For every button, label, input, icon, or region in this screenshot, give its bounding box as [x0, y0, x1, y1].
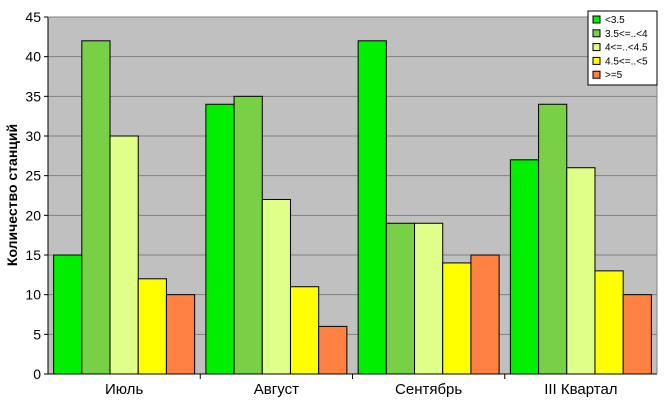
y-tick-label: 10 — [25, 287, 41, 303]
bar — [53, 254, 83, 375]
y-tick-label: 0 — [33, 366, 41, 382]
bar — [261, 198, 291, 375]
x-tick-label: Сентябрь — [395, 381, 462, 398]
axes: 0 5 10 15 20 25 30 35 40 45 Июль Август Сентябрь III … — [25, 9, 658, 398]
bar — [442, 262, 472, 375]
legend-swatch — [592, 29, 601, 38]
legend-swatch — [592, 43, 601, 52]
bars — [53, 40, 652, 375]
bar — [385, 222, 416, 375]
bar — [566, 167, 596, 375]
y-tick-label: 20 — [25, 207, 41, 223]
bar — [509, 159, 540, 375]
x-tick-label: Июль — [105, 381, 143, 398]
x-tick-label: III Квартал — [544, 381, 617, 398]
y-tick-label: 25 — [25, 168, 41, 184]
legend-swatch — [592, 15, 601, 24]
bar — [205, 103, 235, 375]
bar — [538, 103, 568, 375]
bar — [289, 286, 320, 375]
y-axis-title-group: Количество станций — [4, 124, 20, 266]
legend-label: <3.5 — [605, 15, 625, 26]
bar — [357, 40, 387, 375]
bar — [622, 294, 652, 375]
y-tick-label: 5 — [33, 326, 41, 342]
legend: <3.5 3.5<=..<4 4<=..<4.5 4.5<=..<5 >=5 — [587, 10, 658, 86]
bar — [233, 95, 263, 375]
y-tick-label: 40 — [25, 49, 41, 65]
y-tick-label: 30 — [25, 128, 41, 144]
bar — [137, 278, 167, 375]
y-tick-label: 15 — [25, 247, 41, 263]
bar — [81, 40, 111, 375]
legend-label: >=5 — [605, 70, 623, 81]
bar — [470, 254, 500, 375]
legend-label: 4.5<=..<5 — [605, 56, 648, 67]
y-axis-title: Количество станций — [4, 124, 20, 266]
x-tick-label: Август — [254, 381, 299, 398]
legend-label: 3.5<=..<4 — [605, 29, 648, 40]
legend-swatch — [592, 70, 601, 79]
legend-label: 4<=..<4.5 — [605, 43, 648, 54]
bar — [318, 325, 348, 375]
bar — [109, 135, 139, 375]
y-tick-label: 35 — [25, 88, 41, 104]
bar — [165, 294, 196, 375]
y-tick-label: 45 — [25, 9, 41, 25]
legend-swatch — [592, 56, 601, 65]
bar — [414, 222, 444, 375]
bar — [594, 270, 624, 375]
